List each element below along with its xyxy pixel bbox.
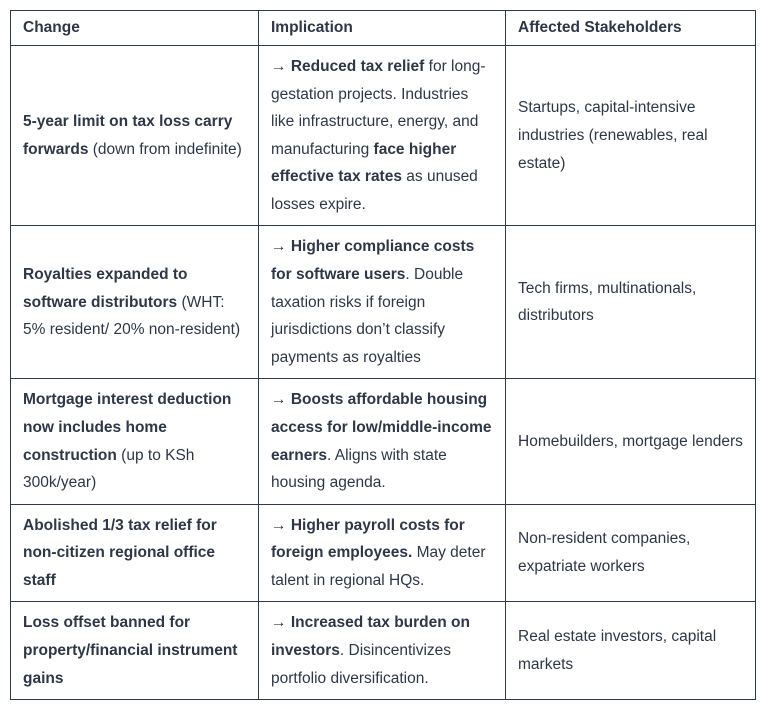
bold-text-segment: Mortgage interest deduction now includes… bbox=[23, 391, 232, 464]
change-cell: 5-year limit on tax loss carry forwards … bbox=[10, 44, 259, 227]
text-segment: (up to KSh 300k/year) bbox=[23, 446, 195, 492]
implication-cell: → Higher compliance costs for software u… bbox=[258, 225, 506, 380]
text-segment: as unused losses expire. bbox=[271, 168, 478, 213]
bold-text-segment: Increased tax burden on investors bbox=[271, 614, 470, 659]
stakeholders-text: Homebuilders, mortgage lenders bbox=[518, 432, 743, 450]
stakeholders-cell: Real estate investors, capital markets bbox=[505, 601, 756, 701]
table-row: Abolished 1/3 tax relief for non-citizen… bbox=[10, 503, 756, 603]
tax-changes-table: Change Implication Affected Stakeholders… bbox=[10, 10, 756, 701]
bold-text-segment: Higher compliance costs for software use… bbox=[271, 238, 475, 284]
stakeholders-cell: Startups, capital-intensive industries (… bbox=[505, 44, 756, 227]
change-cell: Royalties expanded to software distribut… bbox=[10, 225, 259, 380]
table-row: 5-year limit on tax loss carry forwards … bbox=[10, 44, 756, 227]
text-segment: → bbox=[271, 516, 291, 534]
stakeholders-cell: Non-resident companies, expatriate worke… bbox=[505, 503, 756, 603]
stakeholders-cell: Tech firms, multinationals, distributors bbox=[505, 225, 756, 380]
table-body: 5-year limit on tax loss carry forwards … bbox=[10, 44, 756, 701]
table-row: Loss offset banned for property/financia… bbox=[10, 601, 756, 701]
implication-cell: → Boosts affordable housing access for l… bbox=[258, 378, 506, 505]
bold-text-segment: face higher effective tax rates bbox=[271, 140, 457, 186]
change-cell: Abolished 1/3 tax relief for non-citizen… bbox=[10, 503, 259, 603]
stakeholders-cell: Homebuilders, mortgage lenders bbox=[505, 378, 756, 505]
table-row: Royalties expanded to software distribut… bbox=[10, 225, 756, 380]
bold-text-segment: 5-year limit on tax loss carry forwards bbox=[23, 113, 233, 158]
bold-text-segment: Reduced tax relief bbox=[290, 58, 425, 75]
column-header-change: Change bbox=[10, 10, 259, 46]
text-segment: May deter talent in regional HQs. bbox=[271, 544, 486, 589]
bold-text-segment: Boosts affordable housing access for low… bbox=[271, 391, 492, 464]
text-segment: (down from indefinite) bbox=[88, 140, 242, 158]
stakeholders-text: Startups, capital-intensive industries (… bbox=[518, 99, 708, 172]
change-cell: Loss offset banned for property/financia… bbox=[10, 601, 259, 701]
table-row: Mortgage interest deduction now includes… bbox=[10, 378, 756, 505]
implication-cell: → Higher payroll costs for foreign emplo… bbox=[258, 503, 506, 603]
text-segment: . Aligns with state housing agenda. bbox=[271, 446, 447, 492]
column-header-stakeholders: Affected Stakeholders bbox=[505, 10, 756, 46]
text-segment: → bbox=[271, 238, 291, 256]
implication-cell: → Increased tax burden on investors. Dis… bbox=[258, 601, 506, 701]
bold-text-segment: Abolished 1/3 tax relief for non-citizen… bbox=[23, 516, 217, 589]
table-header: Change Implication Affected Stakeholders bbox=[10, 10, 756, 46]
stakeholders-text: Real estate investors, capital markets bbox=[518, 628, 717, 673]
stakeholders-text: Tech firms, multinationals, distributors bbox=[518, 279, 697, 325]
text-segment: (WHT: 5% resident/ 20% non-resident) bbox=[23, 293, 241, 339]
text-segment: for long-gestation projects. Industries … bbox=[271, 58, 486, 158]
text-segment: → bbox=[271, 58, 291, 75]
implication-cell: → Reduced tax relief for long-gestation … bbox=[258, 44, 506, 227]
column-header-implication: Implication bbox=[258, 10, 506, 46]
text-segment: → bbox=[271, 614, 291, 632]
stakeholders-text: Non-resident companies, expatriate worke… bbox=[518, 530, 691, 576]
text-segment: → bbox=[271, 391, 291, 409]
bold-text-segment: Loss offset banned for property/financia… bbox=[23, 614, 238, 687]
bold-text-segment: Higher payroll costs for foreign employe… bbox=[271, 516, 465, 562]
bold-text-segment: Royalties expanded to software distribut… bbox=[23, 266, 188, 311]
header-row: Change Implication Affected Stakeholders bbox=[10, 10, 756, 46]
change-cell: Mortgage interest deduction now includes… bbox=[10, 378, 259, 505]
text-segment: . Double taxation risks if foreign juris… bbox=[271, 266, 464, 366]
